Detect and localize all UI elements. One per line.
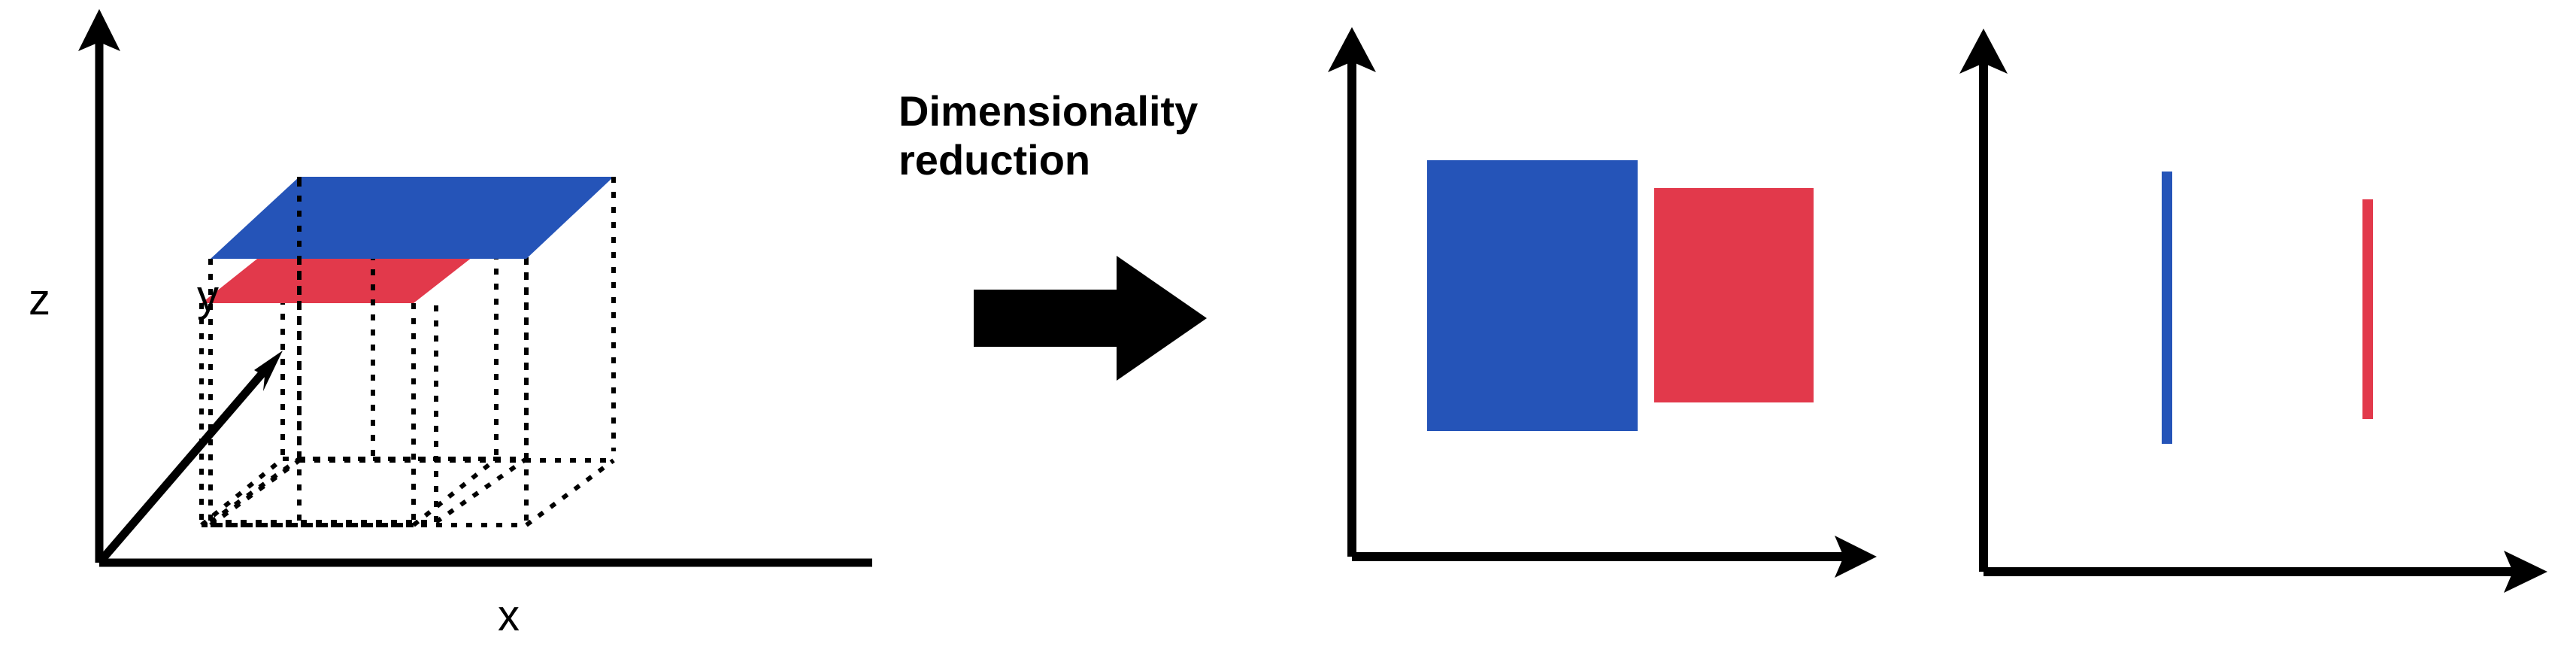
three-dimensional-plot-panel: z y x: [0, 0, 872, 668]
red-line-zy: [2362, 199, 2373, 419]
red-bar-xy: [1654, 188, 1814, 402]
y-axis-3d: [95, 351, 283, 566]
caption-line-2: reduction: [899, 135, 1091, 184]
dimensionality-reduction-caption: Dimensionality reduction: [899, 87, 1297, 185]
blue-bar-xy: [1427, 160, 1638, 431]
x-axis-3d: [99, 558, 872, 567]
transition-arrow-panel: [872, 0, 1338, 668]
x-y-projection-panel: y x: [1316, 0, 1947, 668]
y-axis-xy: [1328, 27, 1376, 557]
z-axis-label-3d: z: [29, 275, 50, 324]
z-y-projection-panel: y z: [1917, 0, 2576, 668]
blue-box-3d: [208, 177, 616, 527]
x-axis-xy: [1352, 536, 1877, 578]
z-axis-3d: [78, 9, 120, 563]
x-axis-label-3d: x: [498, 591, 520, 640]
right-arrow-icon: [974, 256, 1207, 381]
z-axis-zy: [1984, 551, 2547, 593]
red-box-3d: [199, 238, 499, 527]
y-axis-zy: [1959, 29, 2008, 572]
caption-line-1: Dimensionality: [899, 87, 1199, 135]
blue-box-top-face: [211, 177, 614, 259]
y-axis-label-3d: y: [197, 272, 219, 320]
blue-line-zy: [2162, 172, 2172, 444]
